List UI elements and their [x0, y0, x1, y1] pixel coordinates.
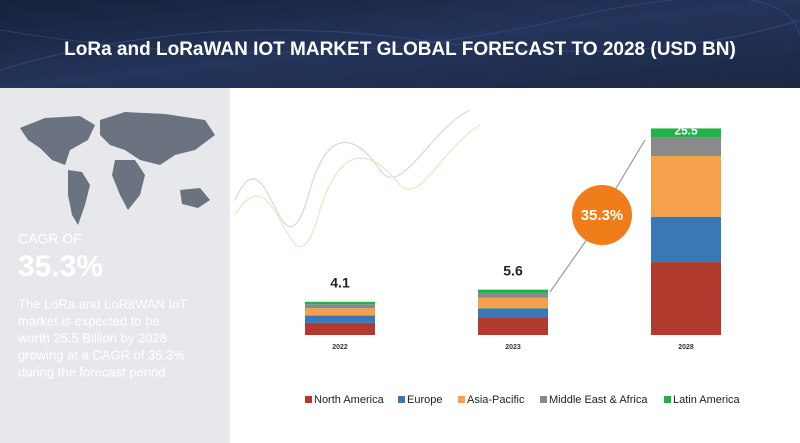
cagr-badge-label: 35.3%: [581, 207, 624, 224]
header-decoration: [0, 19, 800, 71]
trend-arrow: [614, 139, 646, 191]
header-decoration: [0, 0, 800, 60]
legend-swatch: [305, 396, 312, 403]
cagr-badge: [572, 185, 632, 245]
legend-label: North America: [314, 394, 385, 406]
bar-segment: [651, 155, 721, 217]
decoration-curve: [234, 109, 471, 228]
bar-segment: [305, 304, 375, 309]
trend-arrow: [549, 234, 591, 293]
bar-segment: [651, 216, 721, 263]
legend-label: Asia-Pacific: [467, 394, 525, 406]
bar-segment: [478, 292, 548, 298]
cagr-value: 35.3%: [18, 250, 103, 283]
total-label: 5.6: [503, 262, 523, 278]
bar-segment: [651, 262, 721, 335]
description-line: market is expected to be: [18, 313, 160, 328]
header: [0, 0, 800, 88]
legend-label: Middle East & Africa: [549, 394, 648, 406]
legend-swatch: [458, 396, 465, 403]
legend-swatch: [398, 396, 405, 403]
world-map: [20, 112, 215, 225]
bar-segment: [478, 297, 548, 309]
legend-label: Europe: [407, 394, 442, 406]
bar-segment: [651, 137, 721, 156]
cagr-heading: CAGR OF: [18, 231, 82, 247]
bar-segment: [305, 322, 375, 335]
bar-segment: [478, 289, 548, 293]
legend-label: Latin America: [673, 394, 741, 406]
description: The LoRa and LoRaWAN IoT market is expect…: [17, 296, 187, 379]
description-line: growing at a CAGR of 35.3%: [18, 347, 185, 362]
bar-segment: [478, 317, 548, 335]
description-line: The LoRa and LoRaWAN IoT: [18, 296, 187, 311]
bar-segment: [478, 308, 548, 318]
description-line: during the forecast period: [18, 364, 165, 379]
bar-segment: [305, 315, 375, 323]
legend-swatch: [664, 396, 671, 403]
bar-segment: [651, 128, 721, 138]
legend-swatch: [540, 396, 547, 403]
bar-segment: [305, 301, 375, 305]
x-tick-label: 2023: [505, 344, 521, 351]
bar-segment: [305, 308, 375, 316]
decoration-curve: [234, 124, 481, 248]
description-line: worth 25.5 Billion by 2028: [17, 330, 167, 345]
total-label: 4.1: [330, 274, 350, 290]
x-tick-label: 2028: [678, 344, 694, 351]
chart-title: LoRa and LoRaWAN IOT MARKET GLOBAL FOREC…: [64, 39, 736, 60]
x-tick-label: 2022: [332, 344, 348, 351]
total-label: 25.5: [674, 124, 698, 138]
